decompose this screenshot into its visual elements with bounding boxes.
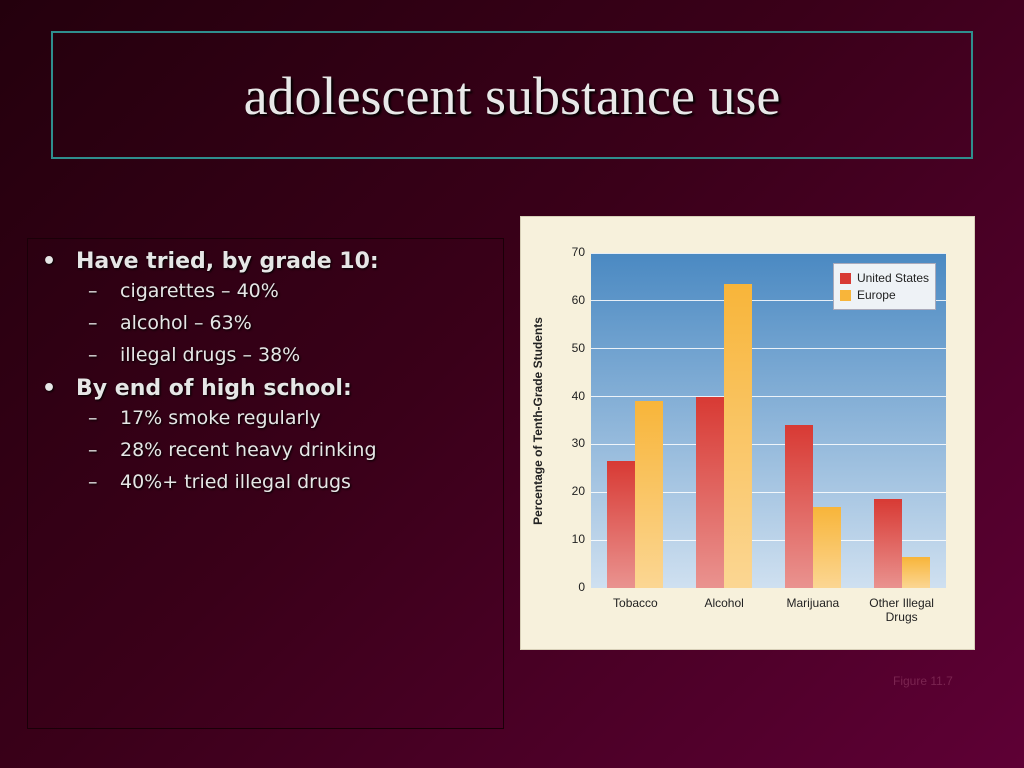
bar xyxy=(784,425,813,588)
legend: United States Europe xyxy=(832,263,936,310)
x-tick-label: Marijuana xyxy=(786,596,840,610)
bar xyxy=(812,506,841,588)
y-tick-label: 40 xyxy=(571,388,585,403)
legend-swatch xyxy=(839,272,851,284)
y-tick-label: 10 xyxy=(571,532,585,547)
grid-line xyxy=(591,539,946,541)
chart-panel: United States Europe 0 10 20 30 40 50 60 70 Perce… xyxy=(520,216,975,650)
sub-bullet: 40%+ tried illegal drugs xyxy=(28,471,503,493)
x-tick-label: Tobacco xyxy=(613,596,658,610)
sub-bullet: cigarettes – 40% xyxy=(28,280,503,302)
legend-entry: United States xyxy=(839,271,929,285)
grid-line xyxy=(591,348,946,350)
legend-entry: Europe xyxy=(839,288,929,302)
y-tick-label: 0 xyxy=(578,580,585,594)
y-tick-label: 20 xyxy=(571,484,585,499)
y-axis-label: Percentage of Tenth-Grade Students xyxy=(531,316,545,525)
sub-bullet: illegal drugs – 38% xyxy=(28,344,503,366)
slide-title: adolescent substance use xyxy=(243,66,781,126)
grid-line xyxy=(591,396,946,398)
bullet: By end of high school: xyxy=(28,376,503,401)
legend-label: United States xyxy=(856,271,929,285)
legend-swatch xyxy=(839,289,851,301)
bar xyxy=(901,556,930,588)
text-box: Have tried, by grade 10: cigarettes – 40%… xyxy=(27,238,504,729)
x-tick-label: Alcohol xyxy=(704,596,744,610)
bar xyxy=(607,461,636,588)
bar xyxy=(873,499,902,588)
legend-label: Europe xyxy=(856,288,896,302)
figure-caption: Figure 11.7 xyxy=(893,674,953,688)
bar xyxy=(724,284,753,588)
grid-line xyxy=(591,491,946,493)
bullet-list: Have tried, by grade 10: cigarettes – 40%… xyxy=(28,249,503,503)
grid-line xyxy=(591,587,946,588)
bar xyxy=(696,396,725,588)
bullet: Have tried, by grade 10: xyxy=(28,249,503,274)
y-tick-label: 70 xyxy=(571,245,585,259)
grid-line xyxy=(591,443,946,445)
grid-line xyxy=(591,253,946,254)
sub-bullet: 28% recent heavy drinking xyxy=(28,439,503,461)
sub-bullet: alcohol – 63% xyxy=(28,312,503,334)
grid-line xyxy=(591,300,946,302)
x-tick-label: Other Illegal Drugs xyxy=(869,596,934,624)
y-tick-label: 60 xyxy=(571,292,585,307)
y-tick-label: 30 xyxy=(571,436,585,451)
bar xyxy=(635,401,664,588)
sub-bullet: 17% smoke regularly xyxy=(28,407,503,429)
plot-area: United States Europe xyxy=(591,253,946,588)
title-box: adolescent substance use xyxy=(51,31,973,159)
y-tick-label: 50 xyxy=(571,340,585,355)
